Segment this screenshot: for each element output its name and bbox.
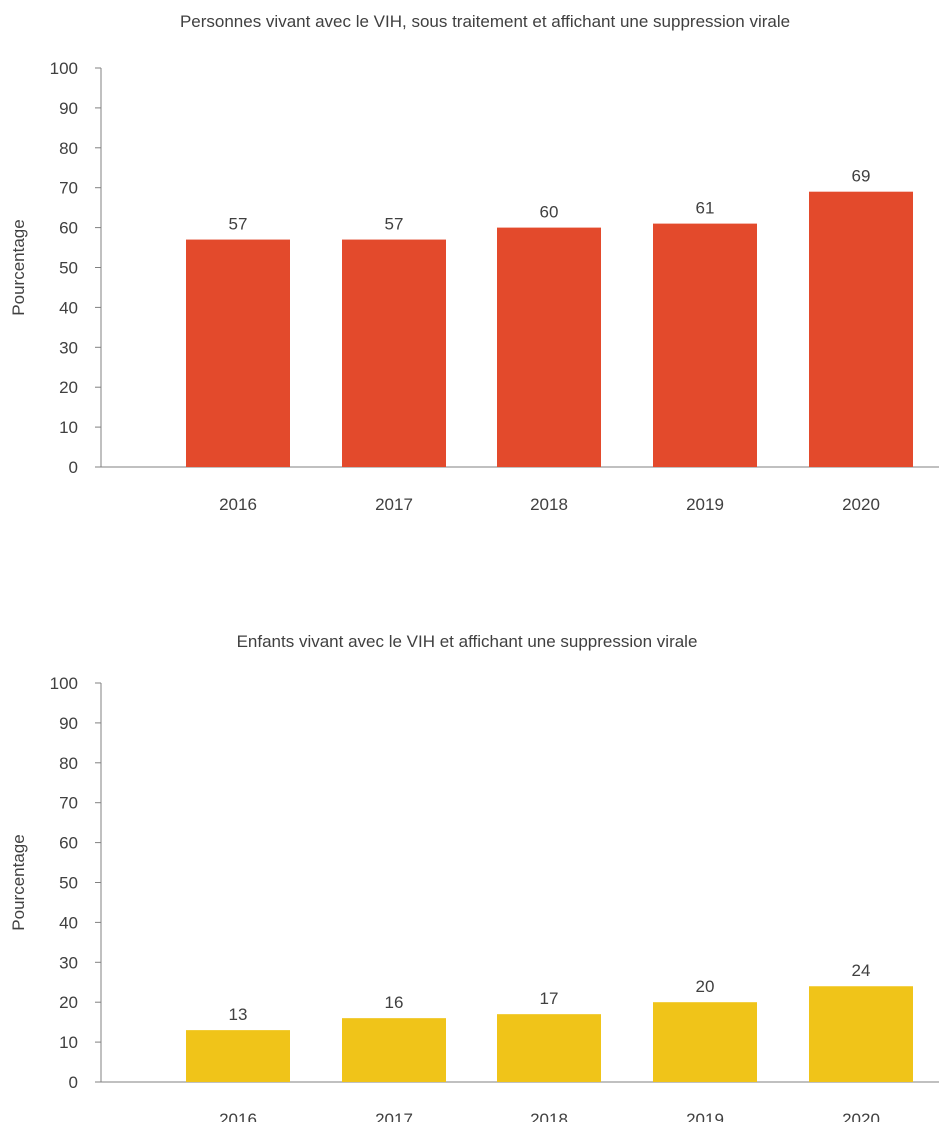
y-tick-label: 20 bbox=[59, 378, 78, 397]
bar-2019 bbox=[653, 1002, 757, 1082]
y-axis-title: Pourcentage bbox=[9, 834, 28, 930]
y-tick-label: 40 bbox=[59, 913, 78, 932]
x-tick-label: 2019 bbox=[686, 495, 724, 514]
y-tick-label: 100 bbox=[50, 674, 78, 693]
x-tick-label: 2020 bbox=[842, 1110, 880, 1122]
chart-title: Personnes vivant avec le VIH, sous trait… bbox=[180, 12, 790, 31]
y-tick-label: 0 bbox=[69, 458, 78, 477]
y-tick-label: 50 bbox=[59, 259, 78, 278]
data-label: 13 bbox=[229, 1005, 248, 1024]
data-label: 17 bbox=[540, 989, 559, 1008]
bar-2016 bbox=[186, 239, 290, 467]
x-tick-label: 2017 bbox=[375, 495, 413, 514]
y-tick-label: 30 bbox=[59, 953, 78, 972]
data-label: 61 bbox=[696, 199, 715, 218]
data-label: 16 bbox=[385, 993, 404, 1012]
bar-chart-svg: Personnes vivant avec le VIH, sous trait… bbox=[9, 12, 939, 514]
chart-viral-suppression-all: Personnes vivant avec le VIH, sous trait… bbox=[0, 0, 939, 530]
bar-2018 bbox=[497, 227, 601, 467]
y-tick-label: 30 bbox=[59, 338, 78, 357]
data-label: 69 bbox=[852, 167, 871, 186]
y-tick-label: 40 bbox=[59, 298, 78, 317]
bar-2017 bbox=[342, 239, 446, 467]
data-label: 60 bbox=[540, 203, 559, 222]
y-tick-label: 10 bbox=[59, 418, 78, 437]
bar-2018 bbox=[497, 1014, 601, 1082]
x-tick-label: 2016 bbox=[219, 1110, 257, 1122]
y-tick-label: 50 bbox=[59, 874, 78, 893]
bar-2019 bbox=[653, 223, 757, 467]
data-label: 57 bbox=[385, 215, 404, 234]
bar-2016 bbox=[186, 1030, 290, 1082]
data-label: 20 bbox=[696, 977, 715, 996]
y-tick-label: 20 bbox=[59, 993, 78, 1012]
data-label: 24 bbox=[852, 961, 871, 980]
y-tick-label: 80 bbox=[59, 139, 78, 158]
y-tick-label: 100 bbox=[50, 59, 78, 78]
chart-viral-suppression-children: Enfants vivant avec le VIH et affichant … bbox=[0, 615, 939, 1122]
x-tick-label: 2020 bbox=[842, 495, 880, 514]
data-label: 57 bbox=[229, 215, 248, 234]
y-tick-label: 60 bbox=[59, 219, 78, 238]
bar-chart-svg: Enfants vivant avec le VIH et affichant … bbox=[9, 632, 939, 1122]
y-tick-label: 70 bbox=[59, 179, 78, 198]
y-tick-label: 60 bbox=[59, 834, 78, 853]
x-tick-label: 2018 bbox=[530, 1110, 568, 1122]
y-tick-label: 10 bbox=[59, 1033, 78, 1052]
chart-title: Enfants vivant avec le VIH et affichant … bbox=[237, 632, 698, 651]
x-tick-label: 2018 bbox=[530, 495, 568, 514]
bar-2020 bbox=[809, 986, 913, 1082]
x-tick-label: 2019 bbox=[686, 1110, 724, 1122]
bar-2017 bbox=[342, 1018, 446, 1082]
x-tick-label: 2016 bbox=[219, 495, 257, 514]
y-tick-label: 70 bbox=[59, 794, 78, 813]
y-tick-label: 0 bbox=[69, 1073, 78, 1092]
y-tick-label: 90 bbox=[59, 714, 78, 733]
y-tick-label: 90 bbox=[59, 99, 78, 118]
y-tick-label: 80 bbox=[59, 754, 78, 773]
x-tick-label: 2017 bbox=[375, 1110, 413, 1122]
y-axis-title: Pourcentage bbox=[9, 219, 28, 315]
bar-2020 bbox=[809, 191, 913, 467]
